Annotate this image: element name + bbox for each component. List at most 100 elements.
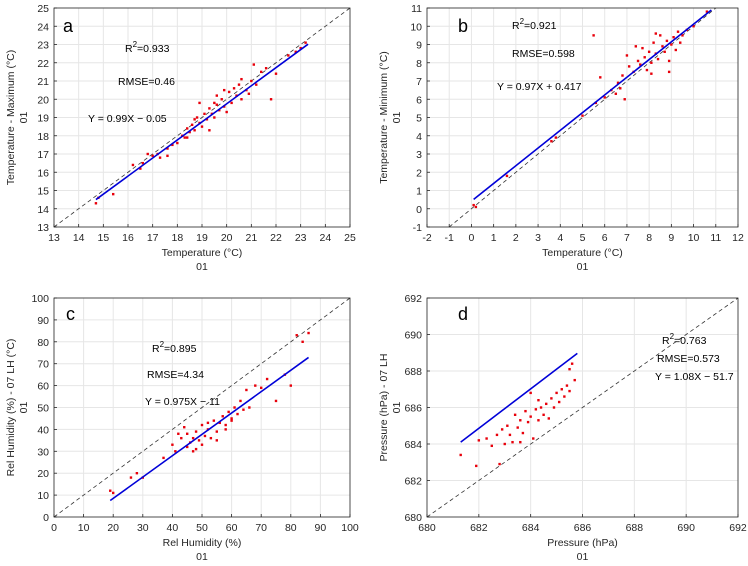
data-point bbox=[197, 439, 201, 442]
data-point bbox=[233, 406, 236, 409]
data-point bbox=[252, 63, 255, 66]
x-tick-label: 690 bbox=[677, 522, 695, 534]
y-tick-label: 100 bbox=[31, 293, 49, 305]
rmse-annotation: RMSE=4.34 bbox=[147, 369, 204, 381]
regression-line bbox=[460, 352, 578, 443]
data-point bbox=[498, 462, 501, 466]
data-point bbox=[659, 34, 662, 37]
y-tick-label: 0 bbox=[416, 204, 422, 216]
data-point bbox=[212, 419, 216, 422]
data-point bbox=[254, 384, 257, 387]
data-point bbox=[230, 419, 233, 422]
data-point bbox=[670, 43, 673, 46]
data-point bbox=[203, 434, 207, 438]
y-tick-label: 686 bbox=[404, 403, 422, 415]
data-point bbox=[294, 50, 297, 53]
y-tick-label: 21 bbox=[37, 76, 49, 88]
x-tick-label: 12 bbox=[732, 232, 744, 244]
data-point bbox=[529, 415, 532, 418]
x-tick-label: 50 bbox=[196, 522, 208, 534]
data-point bbox=[240, 98, 243, 101]
data-point bbox=[643, 56, 646, 59]
one-to-one-line bbox=[53, 7, 351, 228]
data-point bbox=[94, 202, 98, 205]
one-to-one-line bbox=[426, 297, 739, 518]
data-point bbox=[203, 112, 206, 116]
data-point bbox=[242, 408, 245, 411]
data-point bbox=[194, 447, 198, 451]
x-tick-label: 692 bbox=[729, 522, 747, 534]
data-point bbox=[230, 417, 233, 420]
data-point bbox=[177, 432, 180, 435]
x-tick-label: 9 bbox=[668, 232, 674, 244]
r-squared-value: =0.933 bbox=[137, 43, 170, 55]
y-tick-label: 50 bbox=[37, 403, 49, 415]
data-point bbox=[647, 50, 651, 53]
y-tick-label: 6 bbox=[416, 94, 422, 106]
panel-label: a bbox=[63, 16, 74, 36]
data-point bbox=[186, 127, 189, 130]
data-point bbox=[692, 25, 695, 28]
data-point bbox=[475, 464, 478, 468]
y-tick-label: 8 bbox=[416, 58, 422, 70]
y-tick-label: 7 bbox=[416, 76, 422, 88]
x-tick-label: 60 bbox=[226, 522, 238, 534]
data-point bbox=[557, 400, 561, 404]
data-point bbox=[654, 32, 658, 35]
data-point bbox=[166, 147, 169, 150]
r-squared-prefix: R bbox=[512, 20, 520, 32]
data-point bbox=[524, 409, 527, 413]
x-tick-label: 15 bbox=[97, 232, 109, 244]
data-point bbox=[705, 10, 709, 13]
y-tick-label: 15 bbox=[37, 186, 49, 198]
data-point bbox=[513, 413, 517, 416]
x-axis-sublabel: 01 bbox=[196, 261, 208, 273]
data-point bbox=[225, 110, 228, 114]
y-tick-label: 14 bbox=[37, 204, 49, 216]
data-point bbox=[269, 98, 273, 101]
y-axis-label: Temperature - Maximum (°C) bbox=[5, 50, 17, 185]
x-tick-label: 10 bbox=[78, 522, 90, 534]
data-point bbox=[639, 63, 642, 66]
r-squared-prefix: R bbox=[662, 335, 670, 347]
data-point bbox=[679, 41, 682, 44]
data-point bbox=[534, 408, 538, 411]
y-tick-label: 13 bbox=[37, 222, 49, 234]
data-point bbox=[230, 101, 233, 105]
y-axis-label: Rel Humidity (%) - 07 LH (°C) bbox=[5, 339, 17, 477]
data-point bbox=[183, 426, 186, 429]
data-point bbox=[636, 59, 640, 63]
data-point bbox=[477, 439, 481, 442]
data-point bbox=[245, 388, 248, 392]
data-point bbox=[599, 76, 602, 79]
y-tick-label: 688 bbox=[404, 366, 422, 378]
rmse-annotation: RMSE=0.573 bbox=[657, 353, 720, 365]
y-tick-label: 3 bbox=[416, 149, 422, 161]
data-point bbox=[560, 388, 563, 391]
x-tick-label: 3 bbox=[535, 232, 541, 244]
data-point bbox=[193, 129, 196, 132]
data-point bbox=[239, 399, 242, 403]
data-point bbox=[485, 437, 488, 440]
y-tick-label: 0 bbox=[43, 512, 49, 524]
panel-label: b bbox=[458, 16, 468, 36]
x-tick-label: 19 bbox=[196, 232, 208, 244]
chart-panel-a: 13 14 15 16 17 18 19 20 21 22 23 24 25 13 14 15 16 17 18 19… bbox=[5, 3, 356, 273]
x-tick-label: 14 bbox=[73, 232, 85, 244]
data-point bbox=[568, 367, 571, 371]
x-tick-label: 6 bbox=[602, 232, 608, 244]
data-point bbox=[681, 34, 684, 37]
y-tick-label: 680 bbox=[404, 512, 422, 524]
data-point bbox=[299, 46, 302, 50]
x-tick-label: 80 bbox=[285, 522, 297, 534]
data-point bbox=[264, 67, 268, 70]
data-point bbox=[506, 424, 509, 427]
data-point bbox=[265, 377, 269, 381]
x-tick-label: 4 bbox=[557, 232, 563, 244]
x-axis-label: Temperature (°C) bbox=[162, 247, 243, 259]
data-point bbox=[550, 140, 553, 143]
y-axis-label: Pressure (hPa) - 07 LH bbox=[378, 354, 390, 462]
data-point bbox=[174, 450, 177, 453]
data-point bbox=[532, 437, 535, 440]
data-point bbox=[674, 48, 677, 52]
